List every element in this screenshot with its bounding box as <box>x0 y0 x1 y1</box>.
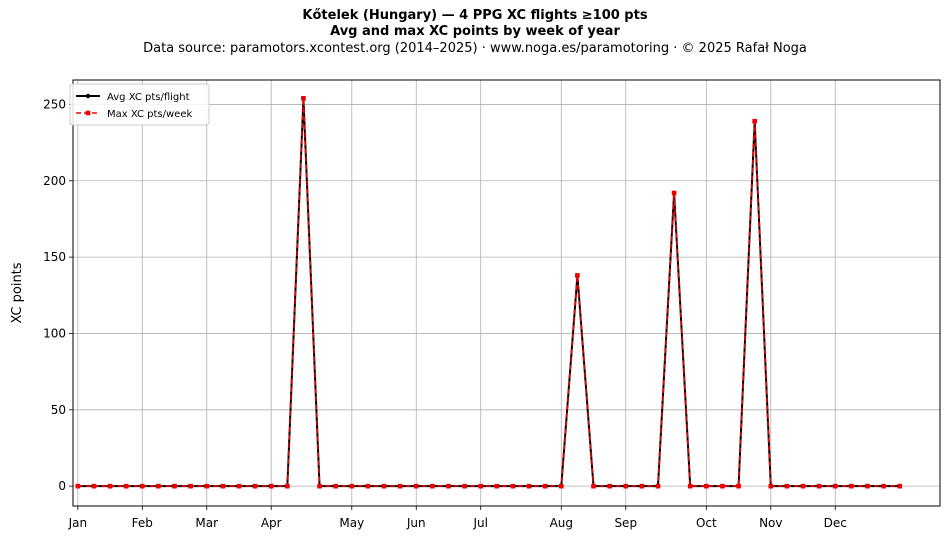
x-tick-label: Feb <box>132 516 153 530</box>
y-tick-label: 0 <box>58 479 66 493</box>
data-point <box>558 483 564 489</box>
data-point <box>268 483 274 489</box>
y-tick-label: 250 <box>43 97 66 111</box>
data-point <box>349 483 355 489</box>
data-point <box>704 483 709 489</box>
series-max <box>75 96 903 489</box>
data-point <box>752 118 757 124</box>
data-point <box>139 483 145 489</box>
data-point <box>156 483 161 489</box>
x-axis: Jan Feb Mar Apr May Jun Jul Aug Sep Oct Nov Dec <box>68 506 847 530</box>
chart-titles: Kőtelek (Hungary) — 4 PPG XC flights ≥10… <box>0 8 950 58</box>
y-tick-label: 150 <box>43 250 66 264</box>
data-point <box>123 483 129 489</box>
data-point <box>172 483 177 489</box>
data-point <box>816 483 822 489</box>
data-point <box>462 483 467 489</box>
data-point <box>204 483 210 489</box>
data-point <box>285 483 290 489</box>
x-tick-label: Nov <box>759 516 782 530</box>
data-point <box>188 483 193 489</box>
x-tick-label: Oct <box>696 516 717 530</box>
chart-title: Kőtelek (Hungary) — 4 PPG XC flights ≥10… <box>302 8 648 23</box>
data-point <box>736 483 741 489</box>
data-point <box>494 483 500 489</box>
x-tick-label: Apr <box>261 516 282 530</box>
data-point <box>526 483 532 489</box>
data-point <box>865 483 870 489</box>
y-axis-label: XC points <box>10 262 25 323</box>
data-point <box>784 483 790 489</box>
data-point <box>849 483 854 489</box>
data-point <box>542 483 548 489</box>
data-point <box>768 483 774 489</box>
legend-marker <box>85 110 91 116</box>
data-point <box>381 483 387 489</box>
data-point <box>575 273 580 278</box>
data-point <box>446 483 451 489</box>
series-layer <box>75 96 903 489</box>
data-point <box>510 483 516 489</box>
data-point <box>430 483 435 489</box>
data-point <box>365 483 371 489</box>
plot-frame <box>72 79 941 507</box>
legend-label: Avg XC pts/flight <box>107 92 190 103</box>
data-point <box>413 483 419 489</box>
legend: Avg XC pts/flight Max XC pts/week <box>69 83 210 126</box>
data-point <box>317 483 322 489</box>
data-point <box>252 483 258 489</box>
data-point <box>623 483 629 489</box>
data-point <box>91 483 97 489</box>
data-point <box>687 483 693 489</box>
data-point <box>832 483 838 489</box>
legend-item: Avg XC pts/flight <box>76 92 190 103</box>
data-point <box>591 483 596 489</box>
x-tick-label: Aug <box>550 516 573 530</box>
y-axis: 0 50 100 150 200 250 <box>43 97 73 493</box>
legend-label: Max XC pts/week <box>107 109 192 120</box>
data-point <box>478 483 484 489</box>
grid-lines <box>73 80 940 506</box>
x-tick-label: May <box>339 516 364 530</box>
series-line <box>77 98 900 488</box>
legend-box <box>69 83 210 126</box>
data-point <box>397 483 403 489</box>
data-point <box>655 483 661 489</box>
x-tick-label: Jul <box>472 516 487 530</box>
data-point <box>639 483 645 489</box>
data-point <box>720 483 725 489</box>
data-point <box>671 190 677 196</box>
data-point <box>220 483 226 489</box>
x-tick-label: Sep <box>614 516 637 530</box>
x-tick-label: Mar <box>195 516 218 530</box>
x-tick-label: Jun <box>406 516 426 530</box>
data-point <box>897 483 903 489</box>
data-point <box>881 483 886 489</box>
data-point <box>301 96 306 101</box>
data-point <box>800 483 806 489</box>
y-tick-label: 100 <box>43 326 66 340</box>
series-line <box>77 98 900 487</box>
data-point <box>607 483 612 489</box>
data-point <box>236 483 242 489</box>
legend-item: Max XC pts/week <box>76 109 192 120</box>
x-tick-label: Jan <box>68 516 88 530</box>
data-point <box>75 483 81 489</box>
y-tick-label: 50 <box>51 403 66 417</box>
x-tick-label: Dec <box>824 516 847 530</box>
chart-source: Data source: paramotors.xcontest.org (20… <box>143 41 807 56</box>
chart-subtitle: Avg and max XC points by week of year <box>330 24 620 39</box>
data-point <box>107 483 113 489</box>
series-avg <box>75 96 902 489</box>
data-point <box>333 483 338 489</box>
legend-marker <box>85 93 91 99</box>
y-tick-label: 200 <box>43 174 66 188</box>
